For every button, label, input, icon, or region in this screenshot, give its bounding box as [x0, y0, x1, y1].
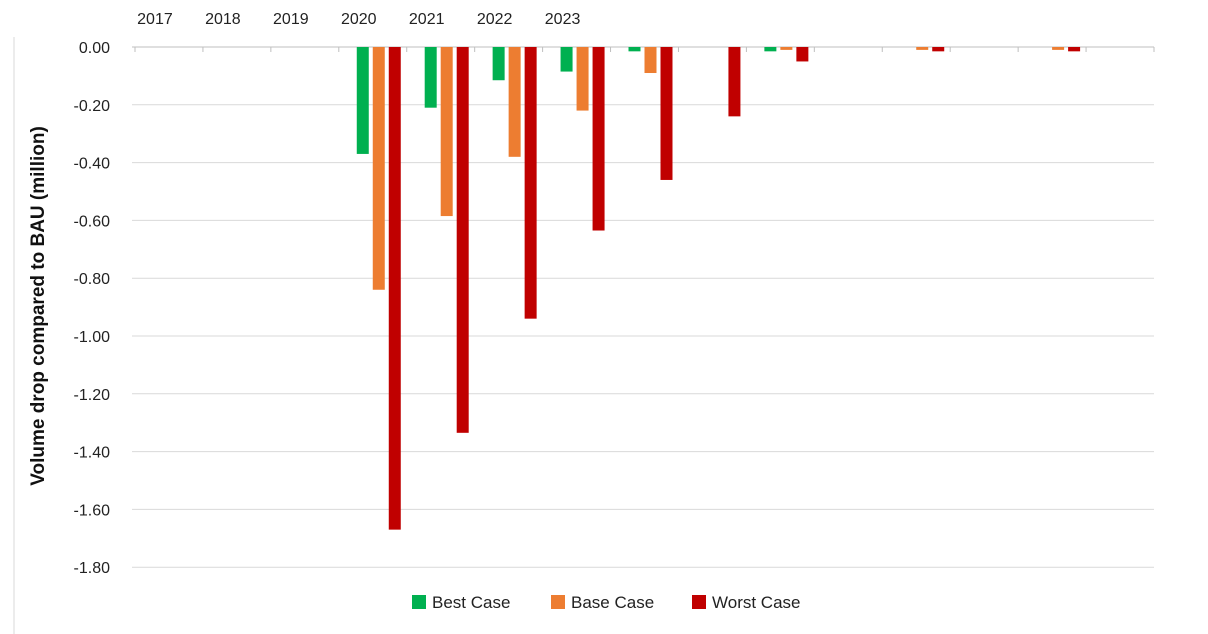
legend-label: Worst Case [712, 593, 801, 612]
legend-label: Base Case [571, 593, 654, 612]
legend-swatch [551, 595, 565, 609]
legend-swatch [412, 595, 426, 609]
y-tick-label: -1.40 [74, 445, 111, 462]
x-category-label: 2019 [273, 11, 309, 28]
bar-base-case [508, 47, 521, 157]
bar-worst-case [660, 47, 673, 180]
y-tick-label: -0.80 [74, 271, 111, 288]
x-category-label: 2018 [205, 11, 241, 28]
bar-worst-case [524, 47, 537, 319]
bar-best-case [764, 47, 777, 52]
y-tick-label: -0.40 [74, 156, 111, 173]
x-category-label: 2021 [409, 11, 445, 28]
gridlines [13, 37, 1155, 634]
bar-base-case [916, 47, 929, 50]
bar-base-case [576, 47, 589, 111]
bar-base-case [780, 47, 793, 50]
x-category-label: 2022 [477, 11, 513, 28]
y-tick-label: 0.00 [79, 40, 110, 57]
bar-worst-case [728, 47, 741, 117]
x-axis-category-labels: 2017 2018 2019 2020 2021 2022 2023 [137, 11, 580, 28]
y-tick-label: -1.00 [74, 329, 111, 346]
y-axis-label: Volume drop compared to BAU (million) [28, 126, 49, 486]
bar-best-case [560, 47, 573, 72]
legend-label: Best Case [432, 593, 510, 612]
y-axis-ticks: 0.00 -0.20 -0.40 -0.60 -0.80 -1.00 -1.20 -1.40 -… [74, 40, 111, 577]
y-tick-label: -1.80 [74, 560, 111, 577]
bar-base-case [440, 47, 453, 217]
legend: Best Case Base Case Worst Case [412, 593, 801, 612]
bar-base-case [1052, 47, 1065, 50]
bar-best-case [356, 47, 369, 154]
bar-worst-case [456, 47, 469, 433]
bar-worst-case [592, 47, 605, 231]
bar-base-case [644, 47, 657, 74]
bar-base-case [372, 47, 385, 290]
y-tick-label: -1.60 [74, 502, 111, 519]
bar-best-case [424, 47, 437, 108]
y-tick-label: -0.20 [74, 98, 111, 115]
bars [356, 47, 1081, 530]
x-category-label: 2020 [341, 11, 377, 28]
legend-swatch [692, 595, 706, 609]
y-tick-label: -0.60 [74, 213, 111, 230]
bar-best-case [492, 47, 505, 81]
x-category-label: 2017 [137, 11, 173, 28]
x-category-label: 2023 [545, 11, 581, 28]
bar-worst-case [388, 47, 401, 530]
bar-worst-case [932, 47, 945, 52]
bar-worst-case [1068, 47, 1081, 52]
y-tick-label: -1.20 [74, 387, 111, 404]
bar-worst-case [796, 47, 809, 62]
bar-best-case [628, 47, 641, 52]
